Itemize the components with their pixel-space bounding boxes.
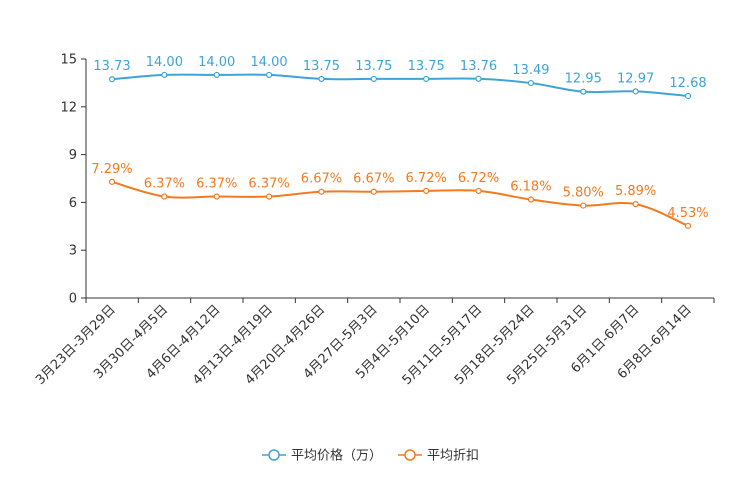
discount-series-line: [111, 180, 689, 227]
discount-data-point[interactable]: [423, 187, 430, 195]
discount-data-point[interactable]: [370, 188, 377, 195]
price-series-line: [111, 73, 689, 97]
price-data-label: 12.68: [669, 76, 706, 91]
y-tick-label: 6: [69, 196, 77, 211]
legend-label: 平均价格（万）: [291, 448, 382, 464]
price-data-point[interactable]: [684, 92, 692, 100]
discount-data-point[interactable]: [318, 188, 325, 195]
price-data-point[interactable]: [161, 71, 168, 79]
discount-data-point[interactable]: [161, 193, 168, 200]
discount-data-point[interactable]: [684, 222, 692, 229]
discount-data-point[interactable]: [632, 201, 639, 208]
price-data-point[interactable]: [632, 88, 639, 95]
price-data-label: 14.00: [198, 55, 235, 70]
price-data-label: 13.75: [408, 59, 445, 74]
discount-data-label: 4.53%: [667, 206, 708, 221]
price-data-point[interactable]: [423, 75, 430, 83]
legend-marker-icon: [404, 449, 416, 461]
discount-data-point[interactable]: [475, 187, 482, 195]
discount-data-point[interactable]: [527, 196, 535, 203]
price-data-label: 14.00: [250, 55, 287, 70]
discount-data-label: 7.29%: [91, 162, 132, 177]
price-data-label: 13.76: [460, 59, 497, 74]
price-data-point[interactable]: [265, 71, 273, 79]
price-data-label: 13.73: [93, 59, 130, 74]
legend-label: 平均折扣: [427, 449, 479, 464]
y-tick-label: 15: [60, 53, 77, 68]
discount-data-label: 5.80%: [563, 186, 604, 201]
price-data-label: 13.75: [303, 59, 340, 74]
legend-marker-icon: [268, 449, 280, 461]
discount-data-point[interactable]: [108, 178, 116, 185]
y-tick-label: 12: [60, 100, 77, 115]
discount-data-label: 6.37%: [248, 177, 289, 192]
discount-data-label: 6.37%: [196, 177, 237, 192]
price-data-point[interactable]: [318, 75, 325, 83]
price-data-point[interactable]: [370, 75, 377, 83]
discount-data-point[interactable]: [580, 202, 587, 209]
discount-data-point[interactable]: [213, 193, 220, 200]
discount-data-label: 6.37%: [144, 177, 185, 192]
discount-data-label: 6.67%: [301, 172, 342, 187]
axes: 036912153月23日-3月29日3月30日-4月5日4月6日-4月12日4…: [33, 53, 715, 388]
legend[interactable]: 平均价格（万） 平均折扣: [262, 448, 479, 464]
discount-data-label: 6.18%: [510, 180, 551, 195]
price-data-label: 12.97: [617, 71, 654, 86]
price-data-label: 13.49: [512, 63, 549, 78]
legend-item-price[interactable]: 平均价格（万）: [262, 448, 382, 464]
price-data-point[interactable]: [527, 79, 535, 87]
price-data-point[interactable]: [475, 75, 482, 82]
series-layer: 13.73 14.00 14.00 14.00 13.75 13.75 13.75 13.76…: [91, 55, 709, 229]
discount-data-label: 6.72%: [406, 171, 447, 186]
discount-data-label: 5.89%: [615, 184, 656, 199]
y-tick-label: 3: [69, 244, 77, 259]
y-tick-label: 0: [69, 292, 77, 307]
price-data-point[interactable]: [213, 71, 220, 79]
price-data-label: 13.75: [355, 59, 392, 74]
price-data-point[interactable]: [580, 88, 587, 95]
price-data-label: 12.95: [565, 72, 602, 87]
discount-data-label: 6.67%: [353, 172, 394, 187]
discount-data-point[interactable]: [265, 193, 273, 200]
discount-data-label: 6.72%: [458, 171, 499, 186]
price-data-label: 14.00: [146, 55, 183, 70]
price-data-point[interactable]: [108, 76, 116, 83]
y-tick-label: 9: [69, 148, 77, 163]
legend-item-discount[interactable]: 平均折扣: [398, 449, 479, 464]
